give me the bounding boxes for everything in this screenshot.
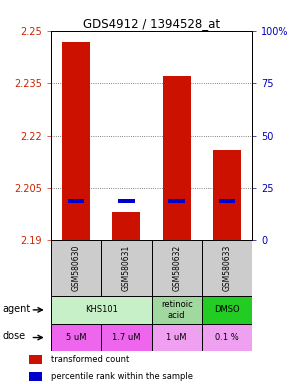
Text: KHS101: KHS101: [85, 305, 117, 314]
Text: GSM580631: GSM580631: [122, 245, 131, 291]
Bar: [101, 240, 151, 296]
Text: 1 uM: 1 uM: [166, 333, 187, 342]
Bar: [151, 296, 202, 324]
Text: percentile rank within the sample: percentile rank within the sample: [51, 372, 193, 381]
Bar: [68, 199, 84, 203]
Text: DMSO: DMSO: [214, 305, 240, 314]
Text: dose: dose: [3, 331, 26, 341]
Bar: [213, 150, 241, 240]
Bar: [51, 324, 101, 351]
Bar: [113, 212, 140, 240]
Bar: [101, 324, 151, 351]
Bar: [202, 324, 252, 351]
Bar: [118, 199, 135, 203]
Text: 0.1 %: 0.1 %: [215, 333, 239, 342]
Bar: [202, 240, 252, 296]
Text: GSM580633: GSM580633: [223, 245, 232, 291]
Bar: [163, 76, 191, 240]
Bar: [51, 296, 151, 324]
Text: 5 uM: 5 uM: [66, 333, 86, 342]
Text: agent: agent: [3, 303, 31, 313]
Bar: [151, 324, 202, 351]
Text: retinoic
acid: retinoic acid: [161, 300, 193, 319]
Title: GDS4912 / 1394528_at: GDS4912 / 1394528_at: [83, 17, 220, 30]
Bar: [168, 199, 185, 203]
Bar: [151, 240, 202, 296]
Text: GSM580630: GSM580630: [71, 245, 80, 291]
Bar: [202, 296, 252, 324]
Text: GSM580632: GSM580632: [172, 245, 181, 291]
Bar: [62, 41, 90, 240]
Bar: [51, 240, 101, 296]
Bar: [219, 199, 235, 203]
Text: transformed count: transformed count: [51, 355, 129, 364]
Text: 1.7 uM: 1.7 uM: [112, 333, 141, 342]
Bar: [29, 372, 42, 381]
Bar: [29, 355, 42, 364]
